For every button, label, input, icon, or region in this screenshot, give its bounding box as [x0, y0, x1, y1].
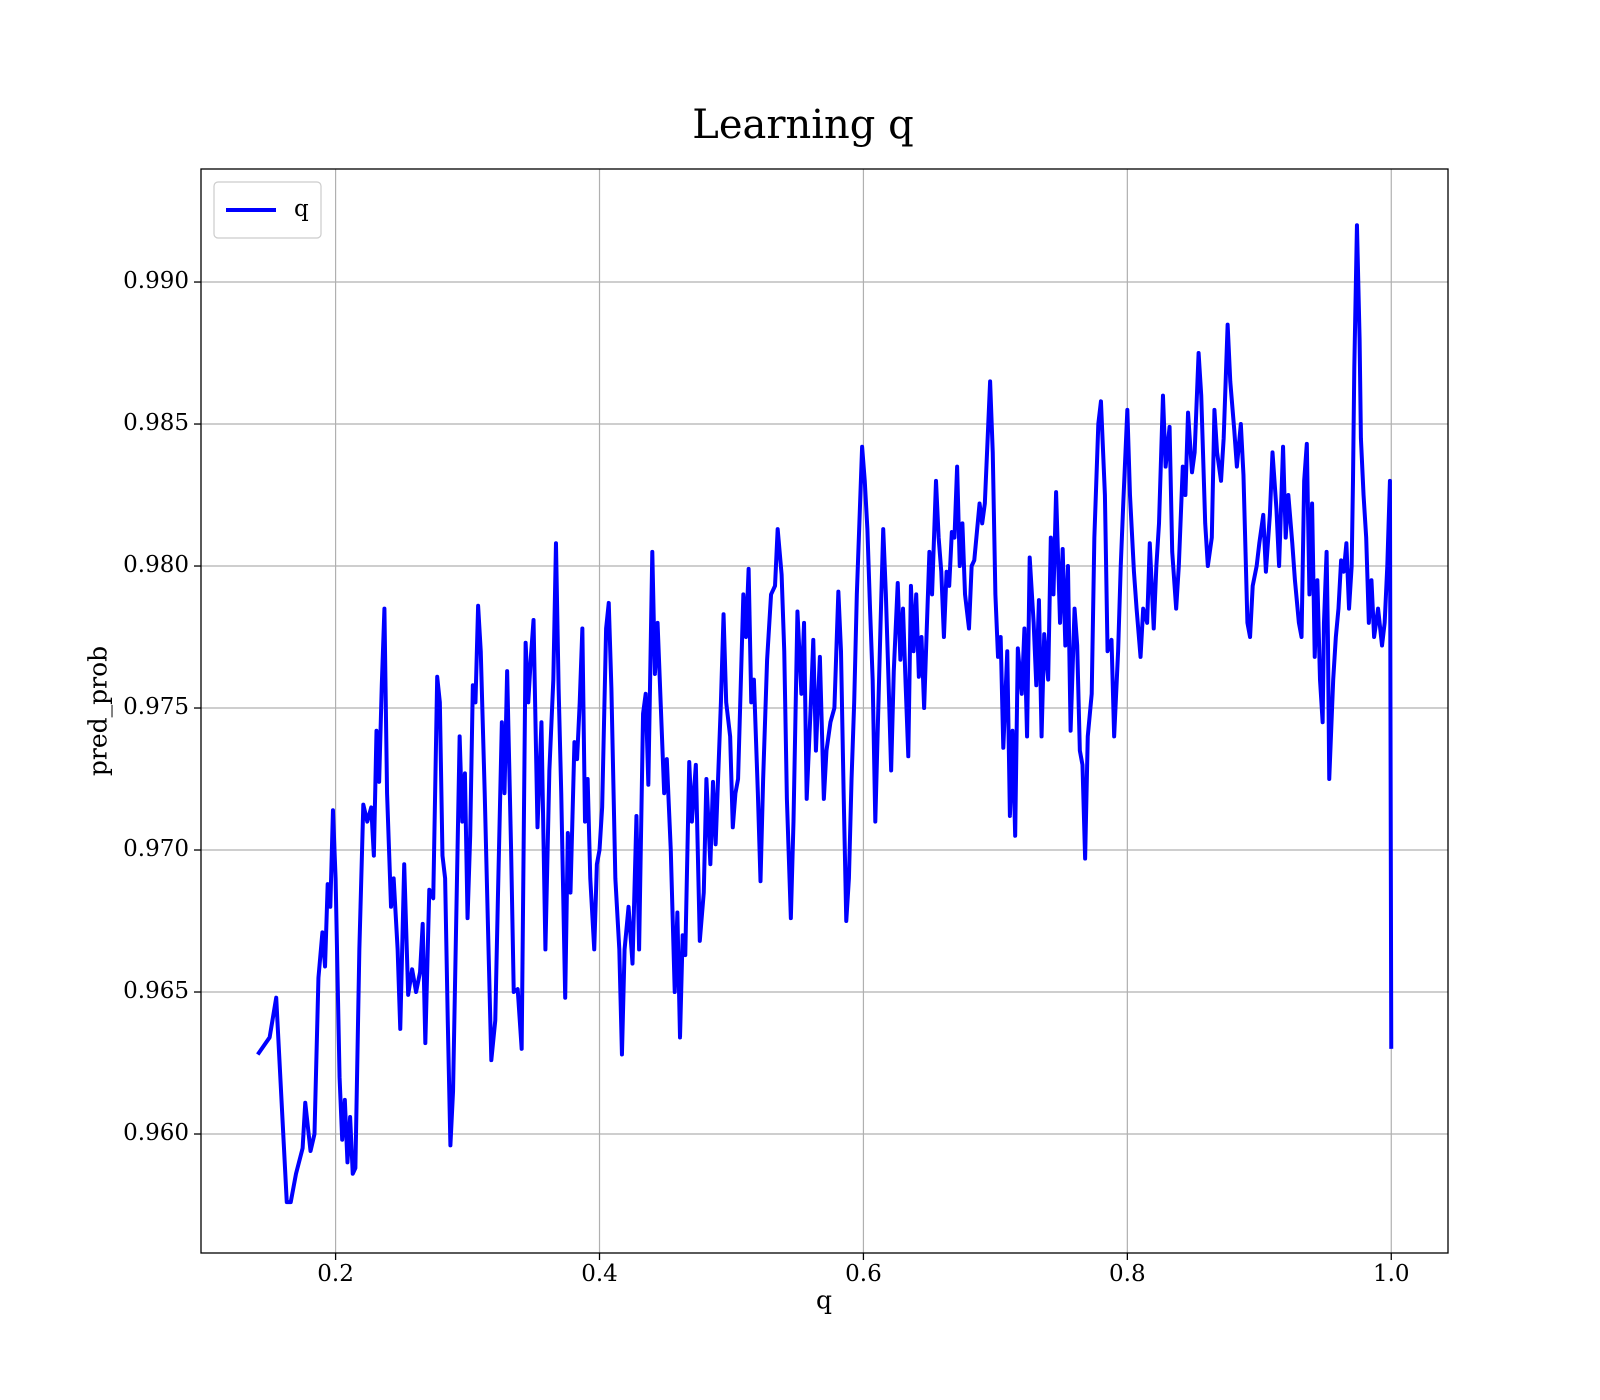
x-tick-label: 0.2 [317, 1261, 354, 1287]
y-tick-label: 0.980 [123, 552, 189, 578]
x-tick-label: 0.4 [581, 1261, 618, 1287]
y-tick-label: 0.960 [123, 1120, 189, 1146]
y-tick-label: 0.970 [123, 836, 189, 862]
grid: 0.2 0.4 0.6 0.8 1.0 0.960 0.965 0.970 0.975 0.980… [123, 169, 1448, 1287]
data-line [256, 223, 1394, 1205]
legend-label: q [294, 196, 309, 222]
y-axis-label: pred_prob [84, 646, 113, 776]
y-tick-label: 0.985 [123, 410, 189, 436]
legend: q [213, 181, 322, 239]
plot-frame [200, 168, 1449, 1254]
x-tick-label: 0.8 [1109, 1261, 1146, 1287]
plot [256, 223, 1394, 1205]
chart-title: Learning q [692, 102, 913, 148]
x-tick-label: 1.0 [1373, 1261, 1410, 1287]
y-tick-label: 0.975 [123, 694, 189, 720]
y-tick-label: 0.990 [123, 268, 189, 294]
y-tick-label: 0.965 [123, 978, 189, 1004]
x-axis-label: q [816, 1286, 832, 1315]
x-tick-label: 0.6 [845, 1261, 882, 1287]
